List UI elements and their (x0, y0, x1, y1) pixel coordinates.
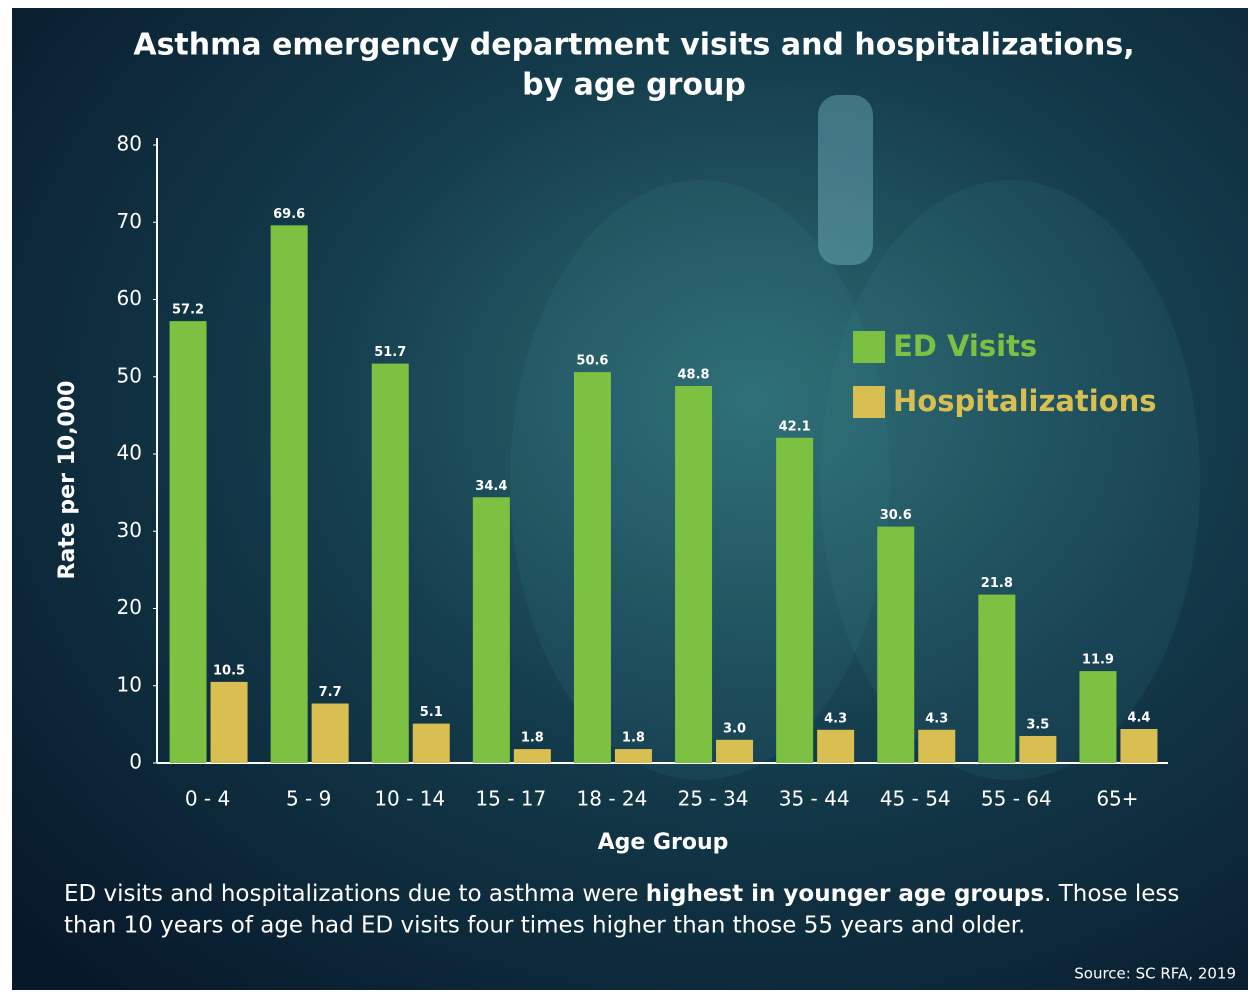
legend-swatch (853, 386, 885, 418)
x-tick-label: 5 - 9 (286, 787, 331, 811)
bar (413, 724, 450, 763)
y-tick-label: 50 (117, 363, 142, 387)
caption-bold: highest in younger age groups (646, 881, 1044, 907)
caption-part: ED visits and hospitalizations due to as… (64, 881, 646, 907)
value-label: 48.8 (678, 368, 710, 383)
caption-part: . Those less (1044, 881, 1179, 907)
value-label: 4.3 (824, 711, 847, 726)
source: Source: SC RFA, 2019 (1074, 965, 1236, 983)
value-label: 11.9 (1082, 653, 1114, 668)
value-label: 50.6 (576, 354, 608, 369)
x-tick-label: 10 - 14 (374, 787, 445, 811)
bar (918, 730, 955, 763)
bar (615, 749, 652, 763)
chart: Asthma emergency department visits and h… (0, 0, 1250, 992)
value-label: 4.4 (1127, 711, 1150, 726)
bar (211, 682, 248, 763)
x-axis-title: Age Group (598, 830, 729, 855)
title-line: by age group (522, 68, 746, 103)
value-label: 3.5 (1026, 717, 1049, 732)
legend-label: ED Visits (893, 329, 1037, 363)
caption-line2: than 10 years of age had ED visits four … (64, 913, 1025, 939)
value-label: 10.5 (213, 663, 245, 678)
value-label: 5.1 (420, 705, 443, 720)
y-tick-label: 80 (117, 132, 142, 156)
y-tick-label: 30 (117, 518, 142, 542)
y-axis-title: Rate per 10,000 (55, 381, 80, 580)
value-label: 21.8 (981, 576, 1013, 591)
x-tick-label: 25 - 34 (678, 787, 749, 811)
bar (574, 372, 611, 763)
legend-swatch (853, 331, 885, 363)
title-line: Asthma emergency department visits and h… (133, 28, 1134, 63)
bar (1019, 736, 1056, 763)
y-tick-label: 10 (117, 672, 142, 696)
bar (1079, 671, 1116, 763)
value-label: 7.7 (319, 685, 342, 700)
bar (1120, 729, 1157, 763)
y-tick-label: 0 (129, 750, 142, 774)
y-tick-label: 40 (117, 441, 142, 465)
value-label: 30.6 (880, 508, 912, 523)
value-label: 34.4 (475, 479, 507, 494)
value-label: 4.3 (925, 711, 948, 726)
bar (372, 364, 409, 763)
value-label: 69.6 (273, 207, 305, 222)
value-label: 3.0 (723, 721, 746, 736)
bar (514, 749, 551, 763)
y-tick-label: 60 (117, 286, 142, 310)
bar (716, 740, 753, 763)
value-label: 57.2 (172, 303, 204, 318)
bar (877, 527, 914, 763)
y-tick-label: 20 (117, 595, 142, 619)
bar (776, 438, 813, 763)
bar (675, 386, 712, 763)
bar (170, 321, 207, 763)
bar (271, 225, 308, 763)
value-label: 1.8 (521, 731, 544, 746)
x-tick-label: 35 - 44 (779, 787, 850, 811)
trachea (818, 95, 873, 265)
bar (473, 497, 510, 763)
bar (312, 704, 349, 763)
y-tick-label: 70 (117, 209, 142, 233)
bar (817, 730, 854, 763)
x-tick-label: 18 - 24 (577, 787, 648, 811)
x-tick-label: 45 - 54 (880, 787, 951, 811)
value-label: 42.1 (779, 419, 811, 434)
bar (978, 595, 1015, 763)
x-tick-label: 65+ (1096, 787, 1138, 811)
page: {"chart_data": { "type": "bar", "title":… (0, 0, 1250, 992)
value-label: 51.7 (374, 345, 406, 360)
value-label: 1.8 (622, 731, 645, 746)
legend-label: Hospitalizations (893, 384, 1157, 418)
x-tick-label: 15 - 17 (475, 787, 546, 811)
x-tick-label: 55 - 64 (981, 787, 1052, 811)
caption: ED visits and hospitalizations due to as… (64, 881, 1179, 907)
x-tick-label: 0 - 4 (185, 787, 230, 811)
